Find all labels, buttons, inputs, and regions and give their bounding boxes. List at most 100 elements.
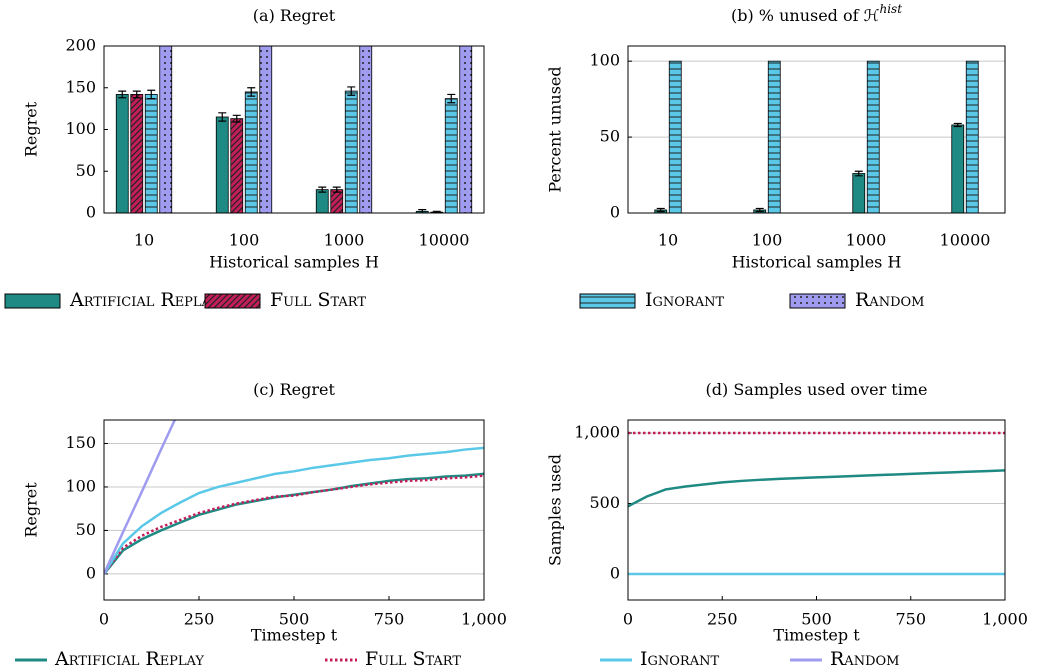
x-axis-label: Historical samples H — [732, 253, 902, 272]
bar — [459, 46, 473, 213]
x-axis-label: Historical samples H — [209, 253, 379, 272]
error-bar — [232, 114, 241, 123]
x-tick-label: 1000 — [846, 231, 887, 250]
chart-title-text: (c) Regret — [253, 380, 335, 399]
y-tick-label: 200 — [65, 36, 96, 55]
x-tick-label: 100 — [752, 231, 783, 250]
x-tick-label: 750 — [895, 610, 926, 629]
x-tick-label: 0 — [99, 610, 109, 629]
y-tick-label: 500 — [589, 493, 620, 512]
error-bar — [318, 186, 327, 193]
y-tick-label: 0 — [86, 563, 96, 582]
bar — [444, 98, 458, 213]
x-tick-label: 500 — [801, 610, 832, 629]
x-tick-label: 1,000 — [982, 610, 1028, 629]
bar — [230, 118, 244, 213]
plot-frame — [103, 419, 485, 601]
y-tick-label: 0 — [86, 203, 96, 222]
x-tick-label: 100 — [229, 231, 260, 250]
x-tick-label: 10000 — [419, 231, 470, 250]
bar — [215, 116, 229, 213]
chart-title: (c) Regret — [253, 380, 335, 399]
chart-title: (b) % unused of ℋhist — [731, 2, 902, 25]
bar — [965, 60, 979, 213]
y-tick-label: 0 — [610, 564, 620, 583]
x-tick-label: 1000 — [324, 231, 365, 250]
bar — [315, 189, 329, 213]
y-tick-label: 1,000 — [574, 422, 620, 441]
y-tick-label: 150 — [65, 433, 96, 452]
plot-area — [104, 420, 484, 575]
x-tick-label: 250 — [184, 610, 215, 629]
bar — [951, 124, 965, 213]
bar — [344, 90, 358, 213]
error-bar — [854, 170, 863, 177]
bar — [115, 94, 129, 213]
plot-frame — [103, 45, 485, 214]
x-tick-label: 0 — [623, 610, 633, 629]
legend-label: Ignorant — [640, 648, 719, 670]
y-tick-label: 0 — [610, 203, 620, 222]
y-axis-label: Percent unused — [546, 66, 565, 192]
legend-label: Full Start — [270, 289, 366, 311]
error-bar — [656, 207, 665, 213]
plot-area — [628, 431, 1005, 576]
line — [104, 420, 177, 575]
chart-title: (a) Regret — [253, 6, 336, 25]
plot-area — [654, 60, 979, 213]
x-axis-label: Timestep t — [773, 626, 860, 645]
legend-label: Random — [855, 289, 924, 311]
x-tick-label: 500 — [279, 610, 310, 629]
bar — [130, 94, 144, 213]
x-tick-label: 1,000 — [461, 610, 507, 629]
legend-label: Ignorant — [645, 289, 724, 311]
y-tick-label: 150 — [65, 77, 96, 96]
y-tick-label: 100 — [589, 51, 620, 70]
error-bar — [247, 87, 256, 97]
error-bar — [218, 112, 227, 122]
x-tick-label: 250 — [707, 610, 738, 629]
bar — [866, 60, 880, 213]
line — [104, 446, 484, 575]
error-bar — [332, 186, 341, 193]
chart-title-sup: hist — [879, 2, 902, 16]
legend-swatch — [204, 293, 261, 309]
line — [628, 469, 1005, 508]
legend-swatch — [579, 293, 636, 309]
y-tick-label: 50 — [76, 520, 96, 539]
x-tick-label: 10000 — [940, 231, 991, 250]
y-axis-label: Samples used — [546, 454, 565, 566]
legend-label: Artificial Replay — [54, 648, 204, 670]
bar — [852, 173, 866, 213]
plot-area — [115, 46, 473, 213]
bar — [330, 189, 344, 213]
bar — [144, 94, 158, 213]
chart-title: (d) Samples used over time — [706, 380, 928, 399]
bar — [767, 60, 781, 213]
bar — [159, 46, 173, 213]
line — [104, 474, 484, 575]
error-bar — [132, 90, 141, 99]
plot-frame — [627, 45, 1006, 214]
chart-title-text: (a) Regret — [253, 6, 336, 25]
y-tick-label: 50 — [600, 127, 620, 146]
y-tick-label: 100 — [65, 476, 96, 495]
legend-swatch — [4, 293, 61, 309]
bar — [244, 91, 258, 213]
x-axis-label: Timestep t — [251, 626, 338, 645]
y-tick-label: 50 — [76, 161, 96, 180]
plot-frame — [627, 419, 1006, 601]
legend-label: Full Start — [365, 648, 461, 670]
bar — [668, 60, 682, 213]
bar — [359, 46, 373, 213]
x-tick-label: 750 — [374, 610, 405, 629]
legend-swatch — [789, 293, 846, 309]
line — [104, 472, 484, 575]
y-tick-label: 100 — [65, 119, 96, 138]
x-tick-label: 10 — [658, 231, 678, 250]
chart-title-text: (b) % unused of ℋ — [731, 6, 880, 25]
error-bar — [953, 122, 962, 128]
chart-title-text: (d) Samples used over time — [706, 380, 928, 399]
